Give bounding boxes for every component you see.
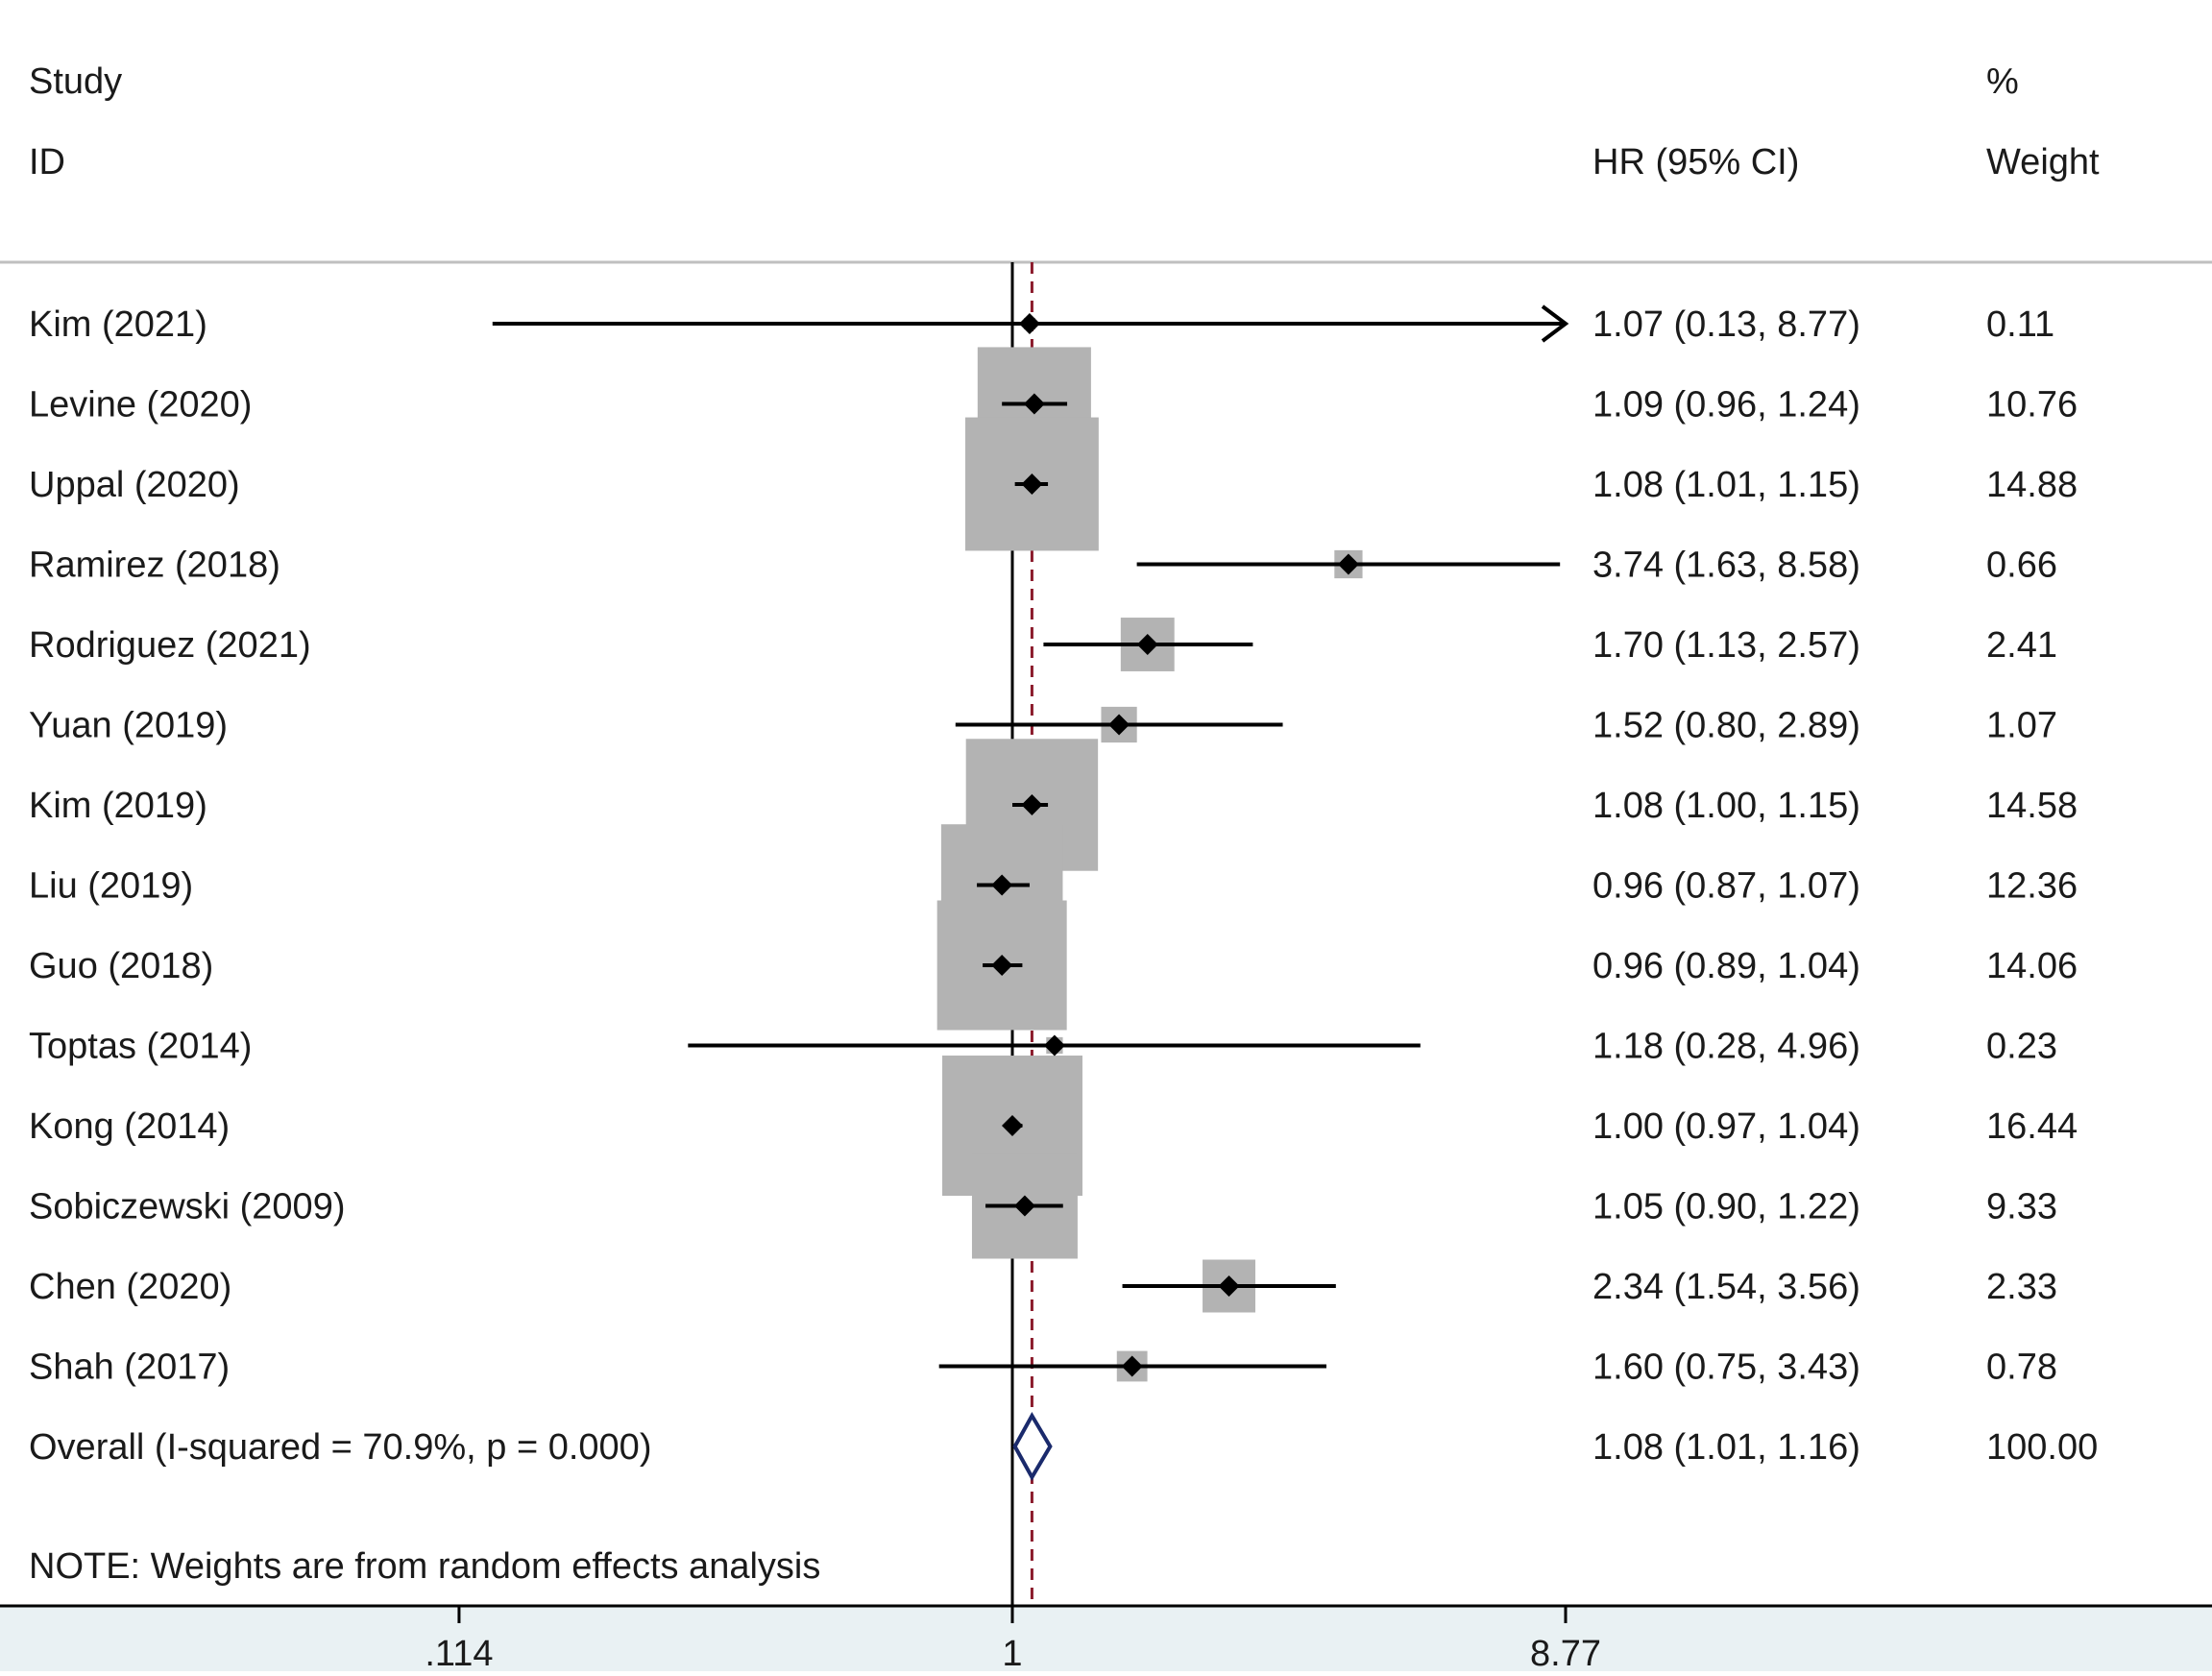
header-hr-ci: HR (95% CI) — [1592, 142, 1799, 182]
hr-ci-value: 2.34 (1.54, 3.56) — [1592, 1267, 1860, 1307]
header-percent: % — [1986, 61, 2019, 102]
weight-value: 9.33 — [1986, 1187, 2057, 1227]
study-label: Kim (2021) — [29, 304, 207, 345]
hr-ci-value: 1.60 (0.75, 3.43) — [1592, 1348, 1860, 1388]
weight-value: 0.78 — [1986, 1348, 2057, 1388]
weight-value: 1.07 — [1986, 706, 2057, 746]
study-label: Chen (2020) — [29, 1267, 231, 1307]
weight-value: 2.33 — [1986, 1267, 2057, 1307]
hr-ci-value: 1.70 (1.13, 2.57) — [1592, 625, 1860, 666]
header-study: Study — [29, 61, 122, 102]
overall-weight: 100.00 — [1986, 1427, 2098, 1468]
point-estimate — [991, 955, 1013, 976]
header-id: ID — [29, 142, 65, 182]
x-axis: .114 1 8.77 — [0, 1604, 2212, 1674]
overall-label: Overall (I-squared = 70.9%, p = 0.000) — [29, 1427, 651, 1468]
hr-ci-value: 1.18 (0.28, 4.96) — [1592, 1027, 1860, 1067]
hr-ci-value: 0.96 (0.89, 1.04) — [1592, 946, 1860, 986]
point-estimate — [1013, 1195, 1035, 1217]
study-label: Shah (2017) — [29, 1348, 230, 1388]
hr-ci-value: 1.00 (0.97, 1.04) — [1592, 1106, 1860, 1147]
weight-value: 2.41 — [1986, 625, 2057, 666]
weight-value: 0.11 — [1986, 304, 2054, 345]
study-rows: Kim (2021) 1.07 (0.13, 8.77) 0.11 Levine (2… — [29, 262, 2098, 1606]
header-weight: Weight — [1986, 142, 2100, 182]
study-label: Rodriguez (2021) — [29, 625, 311, 666]
point-estimate — [1018, 313, 1040, 334]
hr-ci-value: 1.08 (1.01, 1.15) — [1592, 465, 1860, 505]
study-label: Uppal (2020) — [29, 465, 240, 505]
point-estimate — [1218, 1275, 1240, 1297]
x-tick-label: 1 — [1002, 1634, 1022, 1671]
weight-value: 0.23 — [1986, 1027, 2057, 1067]
weight-value: 14.88 — [1986, 465, 2078, 505]
footnote: NOTE: Weights are from random effects an… — [29, 1546, 820, 1587]
point-estimate — [1023, 393, 1045, 415]
x-tick-label: 8.77 — [1530, 1634, 1601, 1671]
hr-ci-value: 1.05 (0.90, 1.22) — [1592, 1187, 1860, 1227]
point-estimate — [1108, 714, 1130, 736]
weight-value: 12.36 — [1986, 866, 2078, 907]
hr-ci-value: 3.74 (1.63, 8.58) — [1592, 546, 1860, 586]
point-estimate — [1043, 1034, 1065, 1057]
point-estimate — [1121, 1355, 1143, 1377]
point-estimate — [1002, 1115, 1023, 1136]
point-estimate — [1337, 553, 1359, 575]
hr-ci-value: 1.52 (0.80, 2.89) — [1592, 706, 1860, 746]
weight-value: 10.76 — [1986, 385, 2078, 425]
hr-ci-value: 0.96 (0.87, 1.07) — [1592, 866, 1860, 907]
study-label: Ramirez (2018) — [29, 546, 280, 586]
point-estimate — [1136, 634, 1158, 655]
weight-value: 14.06 — [1986, 946, 2078, 986]
study-label: Kong (2014) — [29, 1106, 230, 1147]
study-label: Levine (2020) — [29, 385, 252, 425]
weight-value: 14.58 — [1986, 786, 2078, 826]
overall-hr-ci: 1.08 (1.01, 1.16) — [1592, 1427, 1860, 1468]
hr-ci-value: 1.07 (0.13, 8.77) — [1592, 304, 1860, 345]
ci-arrow — [1541, 304, 1569, 343]
x-tick-label: .114 — [425, 1634, 493, 1671]
point-estimate — [991, 874, 1013, 896]
axis-band — [0, 1606, 2212, 1671]
overall-diamond — [1012, 1411, 1053, 1482]
study-label: Yuan (2019) — [29, 706, 228, 746]
study-label: Guo (2018) — [29, 946, 213, 986]
point-estimate — [1021, 474, 1043, 495]
study-label: Sobiczewski (2009) — [29, 1187, 345, 1227]
point-estimate — [1021, 794, 1043, 815]
hr-ci-value: 1.09 (0.96, 1.24) — [1592, 385, 1860, 425]
study-label: Kim (2019) — [29, 786, 207, 826]
study-label: Toptas (2014) — [29, 1027, 252, 1067]
weight-value: 0.66 — [1986, 546, 2057, 586]
study-label: Liu (2019) — [29, 866, 193, 907]
weight-value: 16.44 — [1986, 1106, 2078, 1147]
hr-ci-value: 1.08 (1.00, 1.15) — [1592, 786, 1860, 826]
